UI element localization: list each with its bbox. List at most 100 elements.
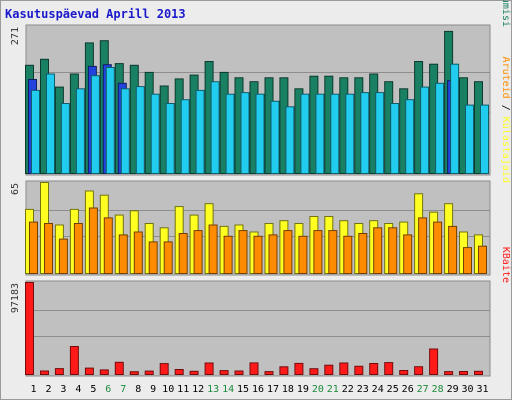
bar-aruteid-day-27 <box>418 217 428 274</box>
x-tick-label: 2 <box>45 384 51 395</box>
bar-kbaite-day-7 <box>114 361 124 375</box>
bar-kbaite-day-10 <box>159 363 169 376</box>
bar-kbaite-day-26 <box>399 370 409 375</box>
bar-aruteid-day-10 <box>163 241 173 274</box>
x-tick-label: 13 <box>207 384 219 395</box>
series-legend: KBaite <box>500 247 511 283</box>
bar-aruteid-day-6 <box>103 217 113 274</box>
bar-aruteid-day-24 <box>373 227 383 275</box>
bar-kbaite-day-29 <box>444 371 454 376</box>
bar-kbaite-day-18 <box>279 366 289 375</box>
bar-külastusi-day-2 <box>46 73 55 174</box>
plot-area <box>25 280 491 377</box>
bar-aruteid-day-16 <box>253 235 263 275</box>
bar-kbaite-day-22 <box>339 362 349 375</box>
bar-aruteid-day-23 <box>358 233 368 274</box>
bar-kbaite-day-16 <box>249 362 259 375</box>
bar-kbaite-day-8 <box>129 371 139 376</box>
x-tick-label: 17 <box>267 384 279 395</box>
bar-külastusi-day-6 <box>105 67 115 174</box>
bar-külastusi-day-3 <box>60 103 70 174</box>
bar-külastusi-day-18 <box>285 106 295 174</box>
x-tick-label: 3 <box>60 384 66 395</box>
bar-kbaite-day-2 <box>40 370 49 375</box>
bar-aruteid-day-1 <box>29 221 38 275</box>
bar-aruteid-day-30 <box>463 247 472 275</box>
bar-külastusi-day-22 <box>345 93 355 174</box>
legend-pöördumisi: Pöördumisi <box>500 0 511 27</box>
bar-aruteid-day-26 <box>403 234 413 274</box>
x-tick-label: 21 <box>327 384 339 395</box>
bar-külastusi-day-17 <box>270 100 280 174</box>
x-tick-label: 11 <box>177 384 189 395</box>
x-tick-label: 25 <box>387 384 399 395</box>
bar-aruteid-day-20 <box>313 230 323 275</box>
x-tick-label: 14 <box>222 384 234 395</box>
bar-kbaite-day-28 <box>429 348 439 375</box>
legend-separator: / <box>500 99 511 117</box>
bar-kbaite-day-4 <box>69 346 79 375</box>
bar-aruteid-day-22 <box>343 235 353 275</box>
bar-külastusi-day-24 <box>375 92 385 174</box>
x-tick-label: 23 <box>357 384 369 395</box>
bar-aruteid-day-29 <box>448 225 458 274</box>
y-axis-max-label: 65 <box>10 183 21 195</box>
bar-kbaite-day-24 <box>369 363 379 375</box>
bar-külastusi-day-14 <box>225 93 235 174</box>
bar-aruteid-day-15 <box>238 230 248 275</box>
bar-külastusi-day-21 <box>330 93 340 174</box>
bar-külastusi-day-26 <box>405 99 415 174</box>
bar-aruteid-day-25 <box>388 227 398 275</box>
bar-külastusi-day-10 <box>165 103 175 174</box>
bar-külastusi-day-16 <box>255 93 265 174</box>
bar-kbaite-day-30 <box>459 371 468 375</box>
bar-külastusi-day-29 <box>450 63 460 174</box>
x-tick-label: 7 <box>120 384 126 395</box>
bar-külastusi-day-23 <box>360 92 370 174</box>
legend-kbaite: KBaite <box>500 247 511 283</box>
x-tick-label: 27 <box>417 384 429 395</box>
x-tick-label: 10 <box>162 384 174 395</box>
bar-aruteid-day-12 <box>193 230 203 275</box>
bar-külastusi-day-31 <box>480 104 489 174</box>
bar-kbaite-day-9 <box>144 370 154 376</box>
y-axis-max-label: 271 <box>10 27 21 45</box>
bar-kbaite-day-15 <box>234 370 244 375</box>
bar-aruteid-day-21 <box>328 230 338 275</box>
bar-kbaite-day-1 <box>25 282 34 375</box>
bar-kbaite-day-17 <box>264 371 274 376</box>
bar-kbaite-day-21 <box>324 364 334 376</box>
series-legend: Aruteid / Külastajaid <box>500 57 511 183</box>
x-tick-label: 28 <box>432 384 444 395</box>
bar-külastusi-day-30 <box>465 104 474 174</box>
bar-kbaite-day-13 <box>204 362 214 375</box>
x-tick-label: 19 <box>297 384 309 395</box>
x-tick-label: 22 <box>342 384 354 395</box>
bar-kbaite-day-12 <box>189 370 199 375</box>
bar-kbaite-day-5 <box>84 367 94 376</box>
bar-aruteid-day-17 <box>268 234 278 274</box>
bar-aruteid-day-31 <box>478 245 487 274</box>
bar-külastusi-day-9 <box>150 93 160 174</box>
bar-aruteid-day-19 <box>298 235 308 275</box>
bar-külastusi-day-4 <box>75 88 85 174</box>
bar-aruteid-day-14 <box>223 235 233 275</box>
x-tick-label: 31 <box>476 384 488 395</box>
bar-külastusi-day-25 <box>390 103 400 174</box>
bar-kbaite-day-11 <box>174 369 184 375</box>
bar-kbaite-day-23 <box>354 365 364 375</box>
x-tick-label: 29 <box>447 384 459 395</box>
bar-külastusi-day-15 <box>240 92 250 174</box>
y-axis-max-label: 97183 <box>10 283 21 313</box>
x-tick-label: 5 <box>90 384 96 395</box>
bar-külastusi-day-27 <box>420 86 430 174</box>
bar-kbaite-day-6 <box>99 369 109 375</box>
bar-külastusi-day-19 <box>300 93 310 174</box>
x-tick-label: 16 <box>252 384 264 395</box>
bar-aruteid-day-11 <box>178 233 188 274</box>
bar-kbaite-day-3 <box>54 368 64 376</box>
x-tick-label: 1 <box>30 384 36 395</box>
bar-kbaite-day-19 <box>294 362 304 375</box>
bar-külastusi-day-20 <box>315 93 325 174</box>
bar-kbaite-day-20 <box>309 368 319 376</box>
